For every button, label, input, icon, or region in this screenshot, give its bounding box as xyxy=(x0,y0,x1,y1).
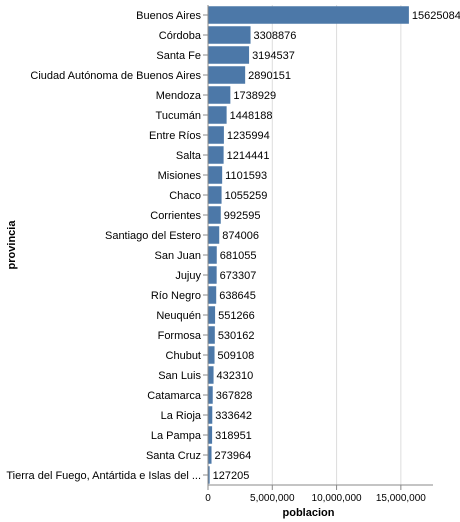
bar xyxy=(208,306,216,324)
bar xyxy=(208,406,213,424)
x-tick-label: 15,000,000 xyxy=(376,493,426,504)
value-label: 681055 xyxy=(220,250,257,262)
category-label: San Luis xyxy=(158,370,201,382)
value-label: 1055259 xyxy=(225,190,268,202)
category-label: Tucumán xyxy=(156,110,201,122)
category-label: Corrientes xyxy=(150,210,201,222)
value-label: 551266 xyxy=(218,310,255,322)
category-label: Ciudad Autónoma de Buenos Aires xyxy=(30,70,201,82)
bar xyxy=(208,106,227,124)
category-label: Tierra del Fuego, Antártida e Islas del … xyxy=(6,470,201,482)
value-label: 367828 xyxy=(216,390,253,402)
category-label: Formosa xyxy=(158,330,202,342)
category-label: Entre Ríos xyxy=(149,130,201,142)
category-labels: Buenos Aires Córdoba Santa Fe Ciudad Autóno… xyxy=(6,10,202,482)
category-label: Buenos Aires xyxy=(136,10,201,22)
value-label: 1214441 xyxy=(227,150,270,162)
category-label: Santa Fe xyxy=(156,50,201,62)
category-label: Salta xyxy=(176,150,202,162)
value-label: 509108 xyxy=(218,350,255,362)
x-axis-title: poblacion xyxy=(283,507,335,519)
category-label: Santiago del Estero xyxy=(105,230,201,242)
value-label: 127205 xyxy=(213,470,250,482)
value-label: 273964 xyxy=(215,450,252,462)
bar xyxy=(208,366,214,384)
value-label: 638645 xyxy=(219,290,256,302)
bar xyxy=(208,286,217,304)
category-label: Río Negro xyxy=(151,290,201,302)
value-label: 673307 xyxy=(220,270,257,282)
bar xyxy=(208,26,251,44)
bar xyxy=(208,86,231,104)
category-label: Neuquén xyxy=(156,310,201,322)
bar xyxy=(208,446,212,464)
category-label: La Rioja xyxy=(161,410,202,422)
value-label: 1738929 xyxy=(233,90,276,102)
value-labels: 15625084 3308876 3194537 2890151 1738929 1448… xyxy=(213,10,460,482)
value-label: 874006 xyxy=(222,230,259,242)
bar xyxy=(208,466,210,484)
category-label: Córdoba xyxy=(159,30,202,42)
value-label: 15625084 xyxy=(412,10,460,22)
bar xyxy=(208,426,213,444)
value-label: 1101593 xyxy=(225,170,267,182)
value-label: 530162 xyxy=(218,330,255,342)
category-label: Chaco xyxy=(169,190,201,202)
bar xyxy=(208,46,250,64)
bar xyxy=(208,226,220,244)
value-label: 1448188 xyxy=(230,110,273,122)
category-label: Jujuy xyxy=(175,270,201,282)
value-label: 318951 xyxy=(215,430,252,442)
y-axis-title: provincia xyxy=(6,220,18,270)
value-label: 1235994 xyxy=(227,130,270,142)
category-label: Chubut xyxy=(166,350,201,362)
bar xyxy=(208,66,246,84)
category-label: San Juan xyxy=(155,250,201,262)
value-label: 2890151 xyxy=(248,70,291,82)
category-label: Mendoza xyxy=(156,90,202,102)
bars xyxy=(208,6,409,484)
value-label: 432310 xyxy=(217,370,254,382)
x-tick-label: 0 xyxy=(205,493,211,504)
category-label: La Pampa xyxy=(151,430,202,442)
bar xyxy=(208,346,215,364)
bar xyxy=(208,126,224,144)
x-axis: 0 5,000,000 10,000,000 15,000,000 xyxy=(203,5,433,504)
bar xyxy=(208,186,222,204)
bar xyxy=(208,266,217,284)
bar xyxy=(208,6,409,24)
bar xyxy=(208,166,223,184)
category-label: Catamarca xyxy=(147,390,202,402)
value-label: 3194537 xyxy=(252,50,295,62)
bar xyxy=(208,386,213,404)
category-label: Misiones xyxy=(158,170,202,182)
value-label: 3308876 xyxy=(254,30,297,42)
category-label: Santa Cruz xyxy=(146,450,201,462)
bar xyxy=(208,326,215,344)
x-tick-label: 10,000,000 xyxy=(312,493,362,504)
bar xyxy=(208,246,217,264)
bar xyxy=(208,206,221,224)
value-label: 992595 xyxy=(224,210,261,222)
x-tick-label: 5,000,000 xyxy=(250,493,295,504)
bar xyxy=(208,146,224,164)
value-label: 333642 xyxy=(215,410,252,422)
